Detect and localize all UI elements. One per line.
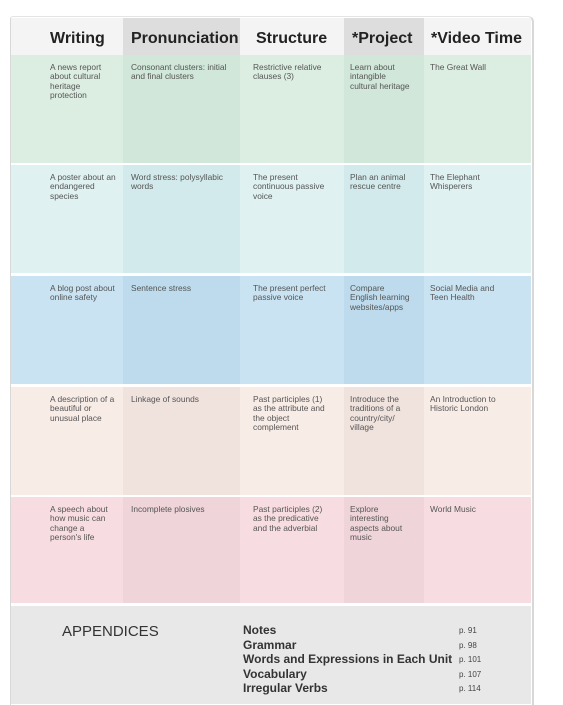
- column-header: Writing: [50, 30, 105, 47]
- cell-bg: [240, 387, 344, 495]
- cell-bg: [424, 165, 531, 273]
- cell-bg: [123, 55, 240, 163]
- appendix-page: p. 101: [459, 655, 482, 664]
- table-cell: A speech about how music can change a pe…: [50, 504, 108, 543]
- table-cell: The Elephant Whisperers: [430, 172, 480, 192]
- appendices-title: APPENDICES: [62, 623, 159, 640]
- table-cell: Incomplete plosives: [131, 504, 205, 514]
- appendix-item: Words and Expressions in Each Unit: [243, 652, 453, 666]
- table-cell: Explore interesting aspects about music: [350, 504, 403, 543]
- cell-bg: [344, 55, 424, 163]
- cell-bg: [123, 387, 240, 495]
- appendix-page: p. 91: [459, 626, 477, 635]
- header-cell-bg: [123, 18, 240, 55]
- column-header: *Project: [352, 30, 413, 47]
- cell-bg: [240, 497, 344, 603]
- column-header: *Video Time: [431, 30, 522, 47]
- header-cell-bg: [240, 18, 344, 55]
- table-cell: The Great Wall: [430, 62, 487, 72]
- table-cell: A blog post about online safety: [50, 283, 115, 303]
- cell-bg: [123, 497, 240, 603]
- cell-bg: [424, 497, 531, 603]
- appendix-item: Grammar: [243, 637, 297, 652]
- appendix-item: Vocabulary: [243, 666, 307, 681]
- header-cell-bg: [344, 18, 424, 55]
- column-header: Pronunciation: [131, 30, 239, 47]
- table-cell: World Music: [430, 504, 476, 514]
- table-cell: Consonant clusters: initial and final cl…: [131, 62, 227, 82]
- appendix-item: Notes: [243, 623, 277, 637]
- header-cell-bg: [11, 18, 123, 55]
- appendix-page: p. 107: [459, 669, 482, 679]
- table-cell: Past participles (1) as the attribute an…: [253, 394, 325, 433]
- cell-bg: [11, 387, 123, 495]
- appendix-page: p. 98: [459, 640, 477, 650]
- table-cell: Linkage of sounds: [131, 394, 199, 404]
- cell-bg: [240, 276, 344, 384]
- table-cell: A poster about an endangered species: [50, 172, 116, 201]
- cell-bg: [344, 497, 424, 603]
- table-cell: Sentence stress: [131, 283, 192, 293]
- appendix-page: p. 114: [459, 684, 481, 693]
- appendix-item: Irregular Verbs: [243, 681, 328, 695]
- cell-bg: [240, 55, 344, 163]
- table-cell: Past participles (2) as the predicative …: [253, 504, 323, 533]
- frame: [10, 16, 534, 705]
- table-cell: The present continuous passive voice: [253, 172, 325, 201]
- table-cell: A news report about cultural heritage pr…: [50, 62, 102, 101]
- table-cell: Learn about intangible cultural heritage: [350, 62, 410, 91]
- header-cell-bg: [424, 18, 531, 55]
- cell-bg: [11, 276, 123, 384]
- table-cell: Introduce the traditions of a country/ci…: [350, 394, 401, 433]
- table-cell: Plan an animal rescue centre: [350, 172, 406, 192]
- cell-bg: [424, 55, 531, 163]
- table-cell: Word stress: polysyllabic words: [131, 172, 223, 192]
- cell-bg: [123, 276, 240, 384]
- table-cell: A description of a beautiful or unusual …: [50, 394, 115, 423]
- cell-bg: [123, 165, 240, 273]
- table-cell: Compare English learning websites/apps: [350, 283, 410, 312]
- table-cell: An Introduction to Historic London: [430, 394, 496, 414]
- cell-bg: [11, 497, 123, 603]
- column-header: Structure: [256, 30, 328, 47]
- cell-bg: [11, 55, 123, 163]
- table-cell: Restrictive relative clauses (3): [253, 62, 322, 82]
- cell-bg: [344, 165, 424, 273]
- cell-bg: [240, 165, 344, 273]
- cell-bg: [11, 165, 123, 273]
- cell-bg: [424, 387, 531, 495]
- table-cell: Social Media and Teen Health: [430, 283, 495, 303]
- table-cell: The present perfect passive voice: [253, 283, 326, 303]
- cell-bg: [424, 276, 531, 384]
- cell-bg: [344, 387, 424, 495]
- appendices-panel: [11, 606, 531, 704]
- cell-bg: [344, 276, 424, 384]
